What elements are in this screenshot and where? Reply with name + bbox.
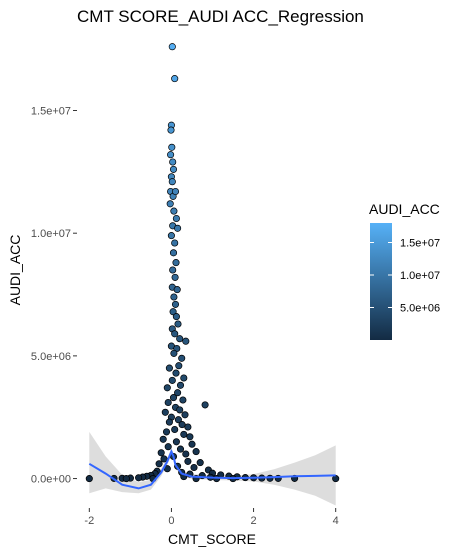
smooth-line-layer: [88, 449, 336, 490]
data-point: [167, 151, 175, 159]
data-point: [184, 423, 192, 431]
data-point: [168, 178, 176, 186]
data-point: [182, 450, 190, 458]
data-point: [135, 474, 143, 482]
data-point: [176, 381, 185, 389]
data-point: [190, 463, 198, 472]
legend-colorbar: [370, 223, 392, 340]
x-tick-label: 0: [168, 515, 174, 527]
data-point: [169, 165, 178, 173]
y-tick-label: 1.5e+07: [31, 106, 71, 118]
data-point: [184, 457, 192, 465]
data-point: [180, 374, 188, 382]
data-point: [169, 394, 178, 402]
data-point: [155, 460, 163, 468]
data-point: [160, 455, 168, 463]
points-layer: [85, 43, 340, 483]
x-tick-label: 4: [333, 515, 339, 527]
data-point: [172, 313, 180, 321]
x-axis: -2 0 2 4: [84, 508, 339, 527]
data-point: [174, 389, 182, 397]
data-point: [165, 364, 173, 372]
legend-tick-label: 5.0e+06: [400, 303, 440, 315]
data-point: [167, 232, 175, 240]
data-point: [171, 425, 179, 434]
data-point: [192, 448, 200, 456]
plot-panel: [77, 32, 348, 508]
y-tick-label: 1.0e+07: [31, 228, 71, 240]
legend: AUDI_ACC 5.0e+06 1.0e+07 1.5e+07: [369, 201, 440, 340]
data-point: [176, 406, 184, 414]
confidence-band: [89, 431, 336, 506]
data-point: [188, 440, 196, 448]
x-tick-label: -2: [84, 515, 94, 527]
legend-ticks: 5.0e+06 1.0e+07 1.5e+07: [370, 238, 440, 315]
data-point: [171, 273, 179, 281]
data-point: [169, 308, 177, 316]
y-axis-title: AUDI_ACC: [7, 235, 23, 306]
data-point: [173, 286, 181, 294]
data-point: [163, 384, 171, 392]
data-point: [170, 349, 178, 357]
confidence-band-layer: [89, 431, 336, 506]
data-point: [176, 445, 185, 453]
x-axis-title: CMT_SCORE: [168, 531, 256, 547]
data-point: [171, 330, 179, 338]
data-point: [182, 337, 190, 345]
data-point: [167, 126, 175, 134]
data-point: [178, 354, 186, 362]
x-tick-label: 2: [250, 515, 256, 527]
data-point: [168, 143, 176, 151]
data-point: [166, 200, 174, 208]
data-point: [175, 362, 183, 370]
data-point: [178, 421, 186, 429]
data-point: [174, 416, 182, 424]
data-point: [172, 369, 180, 377]
data-point: [168, 43, 176, 51]
data-point: [172, 438, 180, 446]
data-point: [170, 293, 178, 301]
data-point: [170, 207, 178, 215]
data-point: [181, 411, 189, 419]
data-point: [169, 249, 178, 257]
data-point: [172, 214, 180, 223]
data-point: [157, 449, 165, 457]
y-tick-label: 5.0e+06: [31, 351, 71, 363]
chart-title: CMT SCORE_AUDI ACC_Regression: [77, 7, 364, 26]
data-point: [168, 376, 176, 384]
data-point: [174, 224, 182, 232]
data-point: [164, 398, 172, 407]
y-axis: 0.0e+00 5.0e+06 1.0e+07 1.5e+07: [31, 106, 77, 486]
y-tick-label: 0.0e+00: [31, 474, 71, 486]
legend-tick-label: 1.5e+07: [400, 238, 440, 250]
data-point: [165, 418, 173, 426]
data-point: [171, 75, 179, 83]
data-point: [162, 428, 171, 436]
data-point: [171, 187, 180, 196]
data-point: [164, 443, 172, 451]
data-point: [172, 259, 180, 267]
legend-tick-label: 1.0e+07: [400, 270, 440, 282]
smooth-line: [88, 449, 336, 490]
data-point: [161, 408, 169, 416]
data-point: [179, 396, 187, 404]
data-point: [180, 430, 188, 438]
data-point: [159, 435, 167, 443]
data-point: [176, 335, 184, 343]
data-point: [169, 158, 177, 166]
data-point: [122, 475, 130, 483]
data-point: [196, 459, 204, 467]
data-point: [174, 320, 182, 328]
data-point: [85, 475, 93, 483]
data-point: [201, 401, 209, 409]
data-point: [169, 266, 177, 274]
data-point: [171, 239, 179, 247]
legend-title: AUDI_ACC: [369, 201, 440, 217]
data-point: [186, 433, 194, 441]
data-point: [171, 300, 180, 308]
